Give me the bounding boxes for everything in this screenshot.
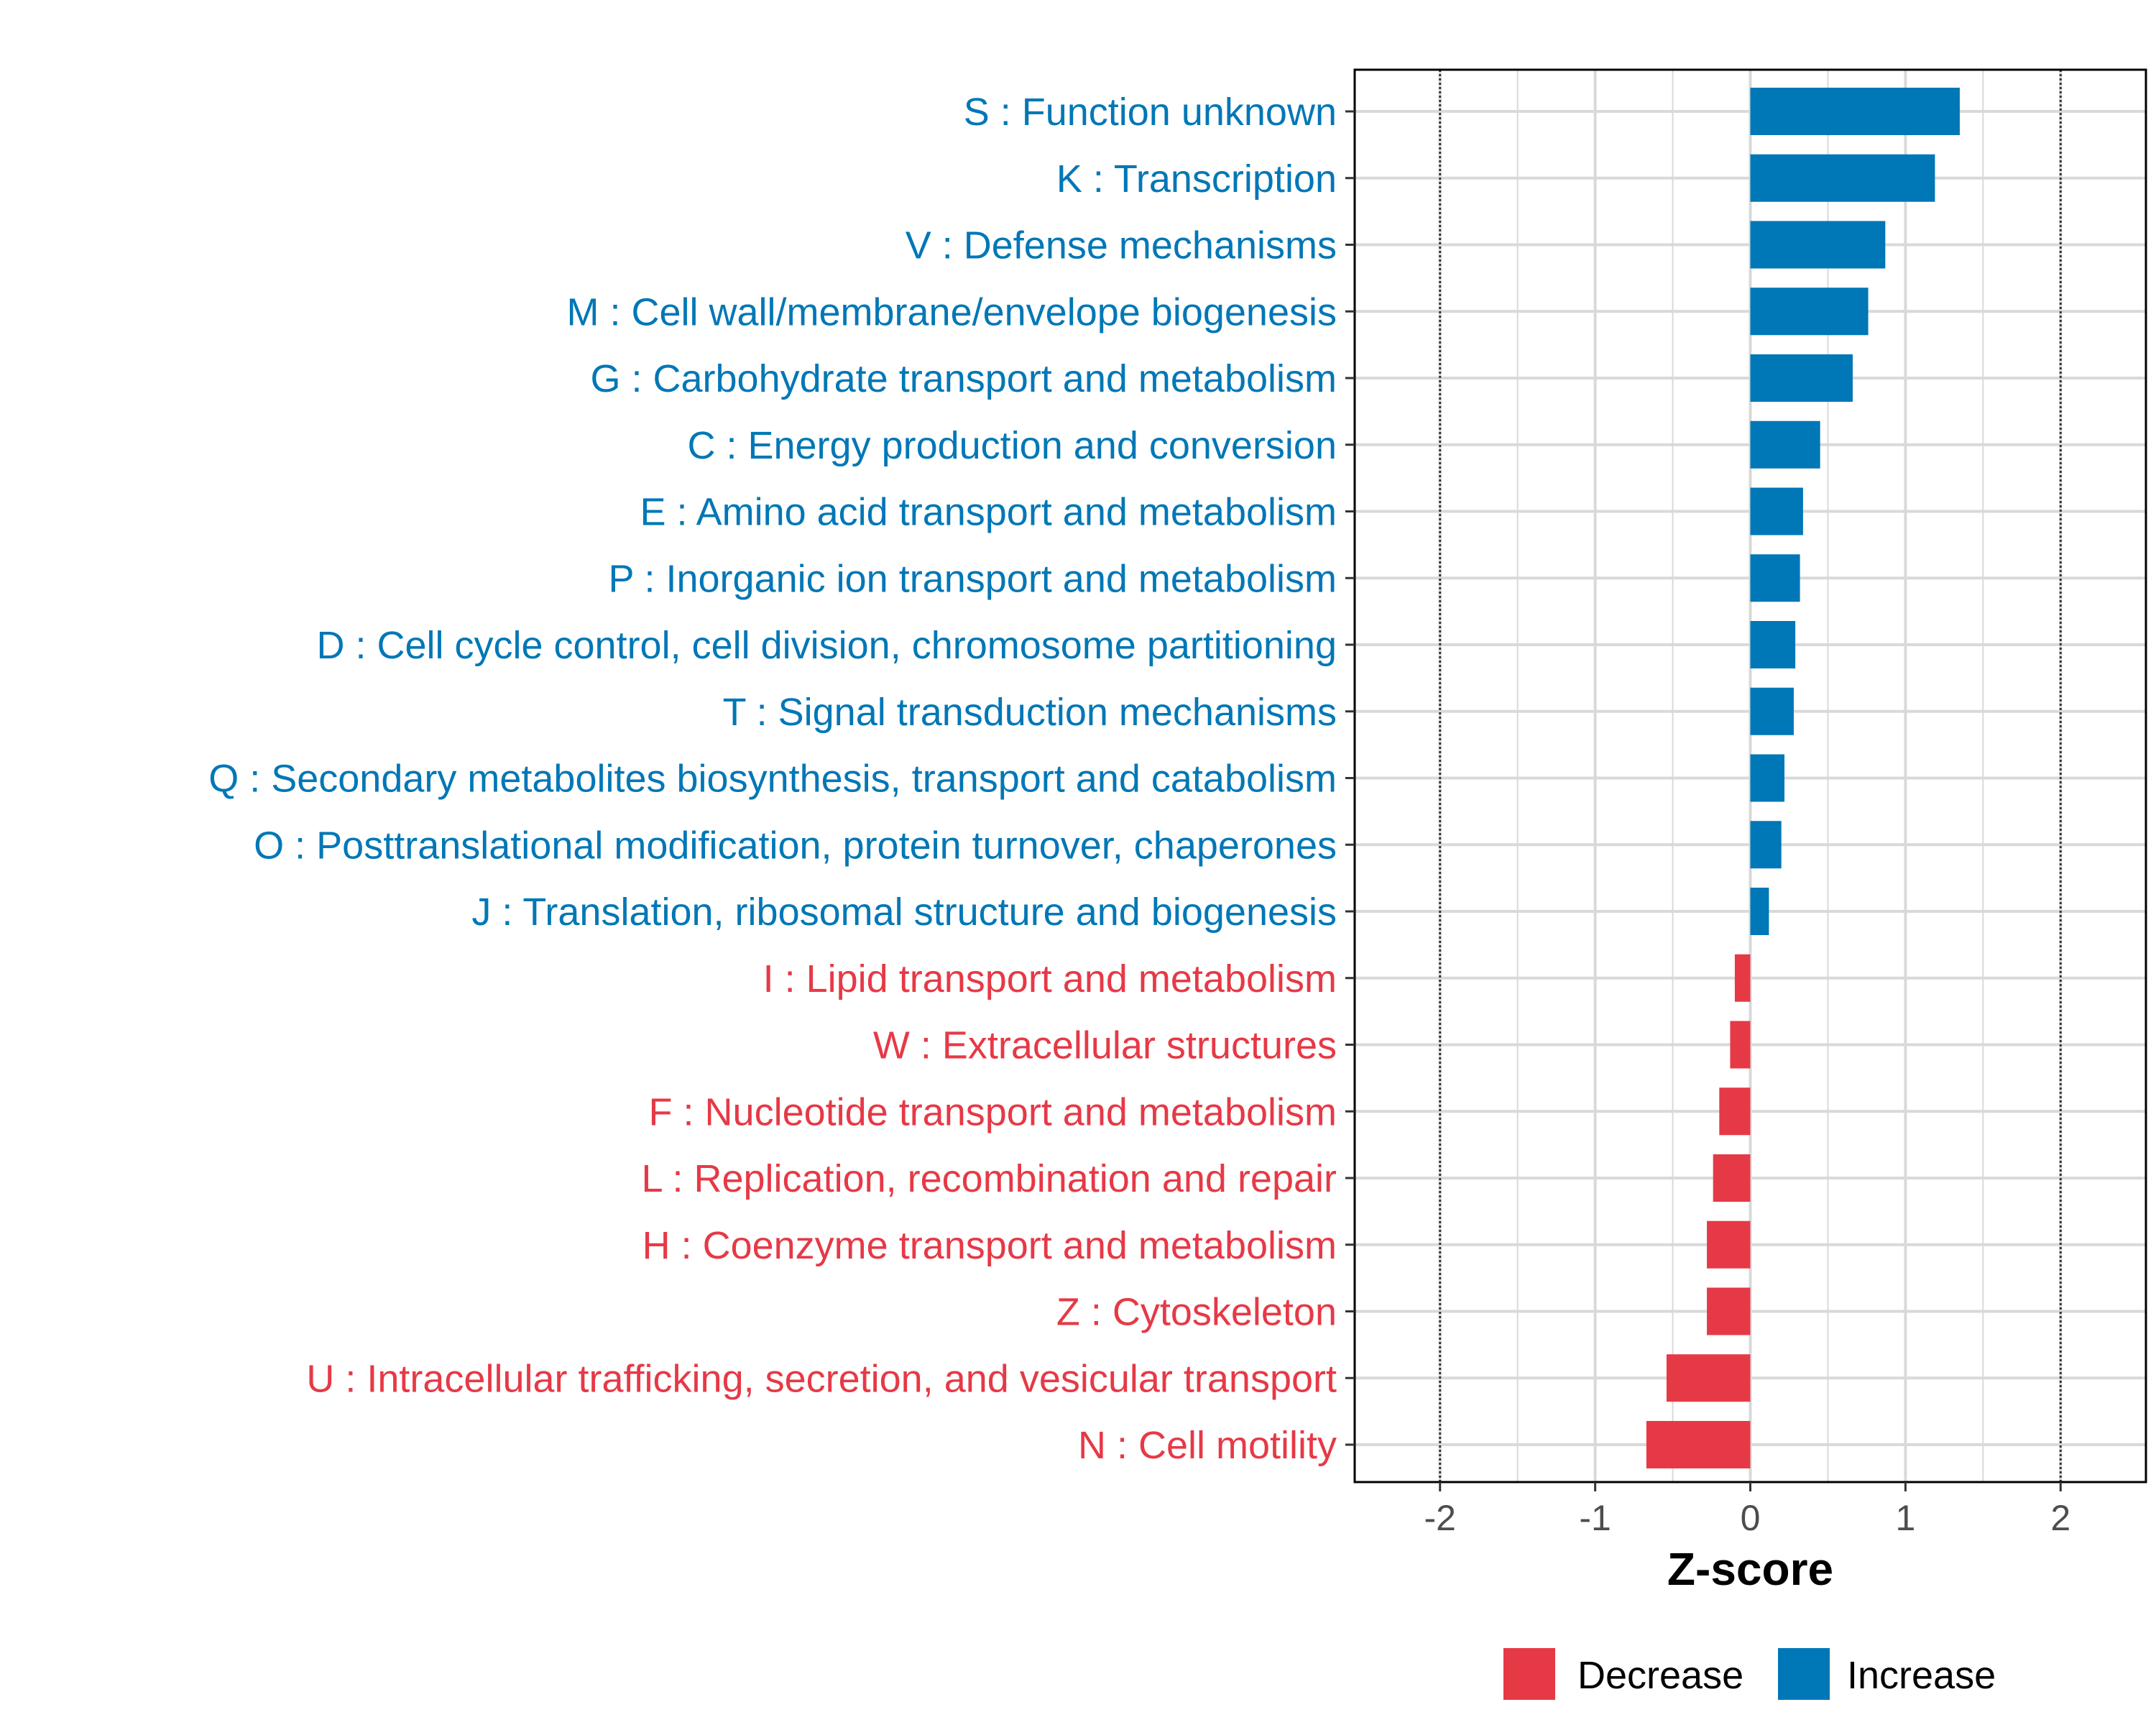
- bar: [1750, 221, 1886, 269]
- category-label: Q : Secondary metabolites biosynthesis, …: [208, 758, 1337, 801]
- bar: [1719, 1087, 1751, 1136]
- category-label: P : Inorganic ion transport and metaboli…: [608, 557, 1337, 600]
- category-label: E : Amino acid transport and metabolism: [640, 491, 1337, 534]
- bar: [1750, 88, 1960, 135]
- bar: [1750, 154, 1935, 202]
- category-label: N : Cell motility: [1078, 1424, 1337, 1467]
- category-label: U : Intracellular trafficking, secretion…: [306, 1357, 1337, 1400]
- x-axis-title: Z-score: [1667, 1543, 1833, 1595]
- category-label: L : Replication, recombination and repai…: [641, 1157, 1337, 1200]
- category-label: Z : Cytoskeleton: [1056, 1291, 1337, 1334]
- category-label: W : Extracellular structures: [873, 1024, 1337, 1067]
- bar: [1750, 687, 1794, 735]
- bar: [1666, 1354, 1751, 1402]
- legend: Decrease Increase: [1503, 1648, 1996, 1700]
- category-label: O : Posttranslational modification, prot…: [254, 824, 1337, 867]
- category-label: D : Cell cycle control, cell division, c…: [316, 624, 1337, 667]
- bar: [1730, 1021, 1751, 1069]
- bar: [1750, 554, 1800, 602]
- bar: [1750, 288, 1869, 336]
- bar: [1750, 487, 1803, 535]
- bar: [1713, 1154, 1751, 1202]
- x-tick-label: -2: [1424, 1498, 1456, 1538]
- legend-key: [1503, 1648, 1555, 1700]
- bar: [1750, 420, 1820, 469]
- y-axis: S : Function unknown K : Transcription V :…: [208, 91, 1355, 1467]
- bar: [1734, 954, 1751, 1002]
- bar: [1750, 821, 1782, 869]
- bar: [1750, 888, 1769, 935]
- category-label: I : Lipid transport and metabolism: [763, 957, 1337, 1000]
- category-label: H : Coenzyme transport and metabolism: [642, 1224, 1337, 1267]
- bar: [1707, 1220, 1751, 1269]
- legend-key: [1778, 1648, 1830, 1700]
- category-label: F : Nucleotide transport and metabolism: [649, 1090, 1337, 1133]
- bar: [1707, 1287, 1751, 1335]
- category-label: G : Carbohydrate transport and metabolis…: [591, 357, 1337, 400]
- legend-label: Decrease: [1577, 1654, 1743, 1697]
- bar: [1750, 621, 1796, 668]
- category-label: M : Cell wall/membrane/envelope biogenes…: [566, 290, 1337, 334]
- category-label: S : Function unknown: [964, 91, 1337, 134]
- x-tick-label: -1: [1579, 1498, 1611, 1538]
- bar: [1750, 754, 1784, 802]
- legend-label: Increase: [1847, 1654, 1996, 1697]
- bar: [1750, 354, 1853, 402]
- x-axis: -2 -1 0 1 2: [1424, 1482, 2070, 1538]
- category-label: C : Energy production and conversion: [687, 424, 1337, 467]
- category-label: K : Transcription: [1056, 157, 1337, 201]
- x-tick-label: 2: [2050, 1498, 2070, 1538]
- bars: [1646, 88, 1960, 1468]
- x-tick-label: 1: [1895, 1498, 1915, 1538]
- x-tick-label: 0: [1741, 1498, 1761, 1538]
- category-label: T : Signal transduction mechanisms: [723, 691, 1337, 734]
- category-label: V : Defense mechanisms: [906, 224, 1337, 267]
- category-label: J : Translation, ribosomal structure and…: [471, 891, 1337, 934]
- bar: [1646, 1421, 1751, 1468]
